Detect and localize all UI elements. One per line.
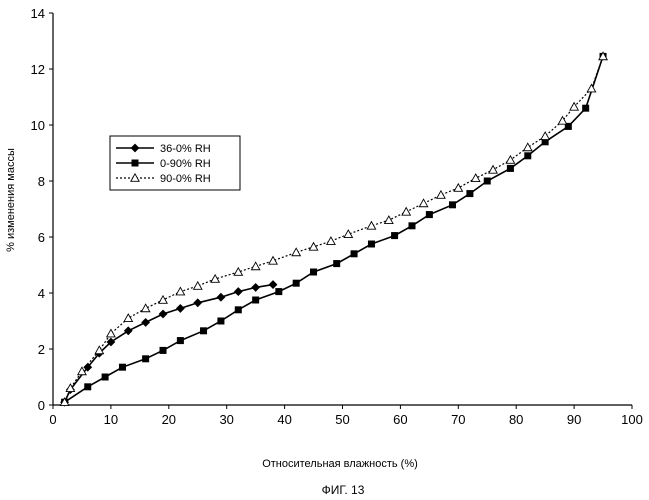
data-point-90-0-rh	[176, 287, 184, 295]
series-36-0-rh	[61, 281, 277, 407]
data-point-90-0-rh	[344, 230, 352, 238]
data-point-0-90-rh	[426, 211, 432, 217]
data-point-90-0-rh	[489, 166, 497, 174]
data-point-0-90-rh	[484, 178, 490, 184]
data-point-0-90-rh	[252, 297, 258, 303]
data-point-0-90-rh	[160, 347, 166, 353]
data-point-0-90-rh	[235, 307, 241, 313]
data-point-90-0-rh	[107, 329, 115, 337]
data-point-0-90-rh	[276, 288, 282, 294]
data-point-36-0-rh	[124, 327, 132, 335]
series-line-90-0-rh	[65, 56, 603, 402]
data-point-90-0-rh	[367, 222, 375, 230]
x-tick-label: 90	[567, 412, 581, 427]
data-point-90-0-rh	[251, 262, 259, 270]
data-point-36-0-rh	[269, 281, 277, 289]
data-point-90-0-rh	[524, 143, 532, 151]
series-layer	[60, 52, 607, 406]
data-point-90-0-rh	[419, 199, 427, 207]
figure-caption: ФИГ. 13	[322, 483, 365, 497]
data-point-90-0-rh	[385, 216, 393, 224]
y-tick-label: 2	[38, 342, 45, 357]
x-tick-label: 30	[219, 412, 233, 427]
data-point-0-90-rh	[525, 153, 531, 159]
data-point-0-90-rh	[391, 232, 397, 238]
x-tick-label: 0	[49, 412, 56, 427]
data-point-90-0-rh	[327, 237, 335, 245]
data-point-90-0-rh	[194, 282, 202, 290]
data-point-0-90-rh	[142, 356, 148, 362]
y-tick-label: 12	[31, 62, 45, 77]
data-point-0-90-rh	[218, 318, 224, 324]
data-point-36-0-rh	[252, 283, 260, 291]
data-point-0-90-rh	[409, 223, 415, 229]
data-point-0-90-rh	[200, 328, 206, 334]
legend-label-90-0-rh: 90-0% RH	[160, 173, 211, 185]
data-point-0-90-rh	[102, 374, 108, 380]
data-point-0-90-rh	[293, 280, 299, 286]
data-point-90-0-rh	[558, 117, 566, 125]
data-point-90-0-rh	[437, 191, 445, 199]
legend-marker-0-90-rh	[132, 160, 138, 166]
data-point-36-0-rh	[217, 293, 225, 301]
y-tick-label: 14	[31, 6, 45, 21]
y-axis-label: % изменения массы	[5, 148, 17, 252]
data-point-90-0-rh	[454, 184, 462, 192]
data-point-0-90-rh	[582, 105, 588, 111]
y-tick-label: 6	[38, 230, 45, 245]
x-tick-label: 80	[509, 412, 523, 427]
legend-label-36-0-rh: 36-0% RH	[160, 143, 211, 155]
y-tick-label: 8	[38, 174, 45, 189]
x-tick-label: 50	[335, 412, 349, 427]
data-point-90-0-rh	[124, 314, 132, 322]
legend: 36-0% RH 0-90% RH 90-0% RH	[110, 136, 240, 190]
data-point-90-0-rh	[141, 304, 149, 312]
series-line-36-0-rh	[65, 285, 273, 403]
data-point-0-90-rh	[467, 190, 473, 196]
data-point-90-0-rh	[506, 156, 514, 164]
y-tick-label: 4	[38, 286, 45, 301]
data-point-0-90-rh	[310, 269, 316, 275]
x-axis-label: Относительная влажность (%)	[262, 458, 418, 470]
data-point-90-0-rh	[292, 248, 300, 256]
data-point-36-0-rh	[176, 304, 184, 312]
x-tick-label: 60	[393, 412, 407, 427]
x-tick-label: 100	[621, 412, 643, 427]
series-90-0-rh	[60, 52, 607, 405]
data-point-0-90-rh	[334, 260, 340, 266]
x-tick-label: 70	[451, 412, 465, 427]
x-tick-label: 10	[104, 412, 118, 427]
legend-label-0-90-rh: 0-90% RH	[160, 158, 211, 170]
data-point-90-0-rh	[159, 296, 167, 304]
data-point-36-0-rh	[142, 318, 150, 326]
y-tick-label: 0	[38, 398, 45, 413]
data-point-90-0-rh	[471, 174, 479, 182]
data-point-90-0-rh	[541, 132, 549, 140]
humidity-mass-change-chart: 0 10 20 30 40 50 60 70 80 90 100 0 2 4 6 8 10 12 14 36-0% …	[0, 0, 649, 500]
data-point-0-90-rh	[119, 364, 125, 370]
x-tick-label: 40	[277, 412, 291, 427]
data-point-90-0-rh	[402, 208, 410, 216]
y-tick-label: 10	[31, 118, 45, 133]
data-point-90-0-rh	[269, 257, 277, 265]
data-point-0-90-rh	[507, 165, 513, 171]
data-point-90-0-rh	[587, 84, 595, 92]
data-point-36-0-rh	[159, 310, 167, 318]
data-point-0-90-rh	[177, 337, 183, 343]
data-point-0-90-rh	[449, 202, 455, 208]
series-line-0-90-rh	[65, 56, 603, 402]
series-0-90-rh	[61, 53, 606, 405]
data-point-0-90-rh	[368, 241, 374, 247]
data-point-36-0-rh	[194, 299, 202, 307]
data-point-0-90-rh	[85, 384, 91, 390]
x-tick-label: 20	[162, 412, 176, 427]
data-point-0-90-rh	[351, 251, 357, 257]
data-point-36-0-rh	[234, 288, 242, 296]
